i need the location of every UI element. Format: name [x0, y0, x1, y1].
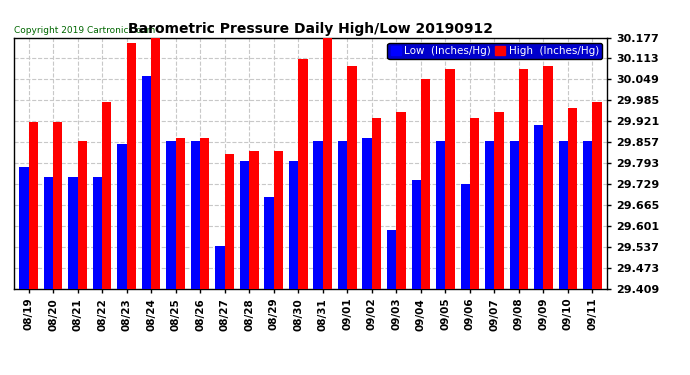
Bar: [176, 138, 185, 289]
Bar: [151, 36, 161, 289]
Bar: [583, 141, 593, 289]
Bar: [313, 141, 323, 289]
Bar: [166, 141, 176, 289]
Bar: [249, 151, 259, 289]
Bar: [53, 122, 62, 289]
Bar: [117, 144, 126, 289]
Bar: [485, 141, 495, 289]
Bar: [495, 112, 504, 289]
Bar: [411, 180, 421, 289]
Title: Barometric Pressure Daily High/Low 20190912: Barometric Pressure Daily High/Low 20190…: [128, 22, 493, 36]
Bar: [559, 141, 568, 289]
Bar: [362, 138, 372, 289]
Bar: [298, 59, 308, 289]
Bar: [470, 118, 479, 289]
Bar: [519, 69, 529, 289]
Bar: [200, 138, 210, 289]
Bar: [436, 141, 445, 289]
Bar: [372, 118, 381, 289]
Bar: [215, 246, 225, 289]
Bar: [142, 76, 151, 289]
Bar: [510, 141, 519, 289]
Bar: [396, 112, 406, 289]
Bar: [240, 161, 249, 289]
Bar: [338, 141, 347, 289]
Bar: [225, 154, 234, 289]
Bar: [387, 230, 396, 289]
Text: Copyright 2019 Cartronics.com: Copyright 2019 Cartronics.com: [14, 26, 155, 35]
Bar: [191, 141, 200, 289]
Bar: [347, 66, 357, 289]
Bar: [289, 161, 298, 289]
Bar: [274, 151, 283, 289]
Bar: [544, 66, 553, 289]
Bar: [264, 197, 274, 289]
Bar: [68, 177, 77, 289]
Bar: [92, 177, 102, 289]
Bar: [102, 102, 111, 289]
Bar: [19, 167, 28, 289]
Bar: [28, 122, 38, 289]
Bar: [460, 184, 470, 289]
Bar: [445, 69, 455, 289]
Bar: [421, 79, 430, 289]
Bar: [43, 177, 53, 289]
Bar: [534, 125, 544, 289]
Bar: [593, 102, 602, 289]
Bar: [126, 43, 136, 289]
Bar: [568, 108, 578, 289]
Legend: Low  (Inches/Hg), High  (Inches/Hg): Low (Inches/Hg), High (Inches/Hg): [388, 43, 602, 59]
Bar: [77, 141, 87, 289]
Bar: [323, 36, 332, 289]
